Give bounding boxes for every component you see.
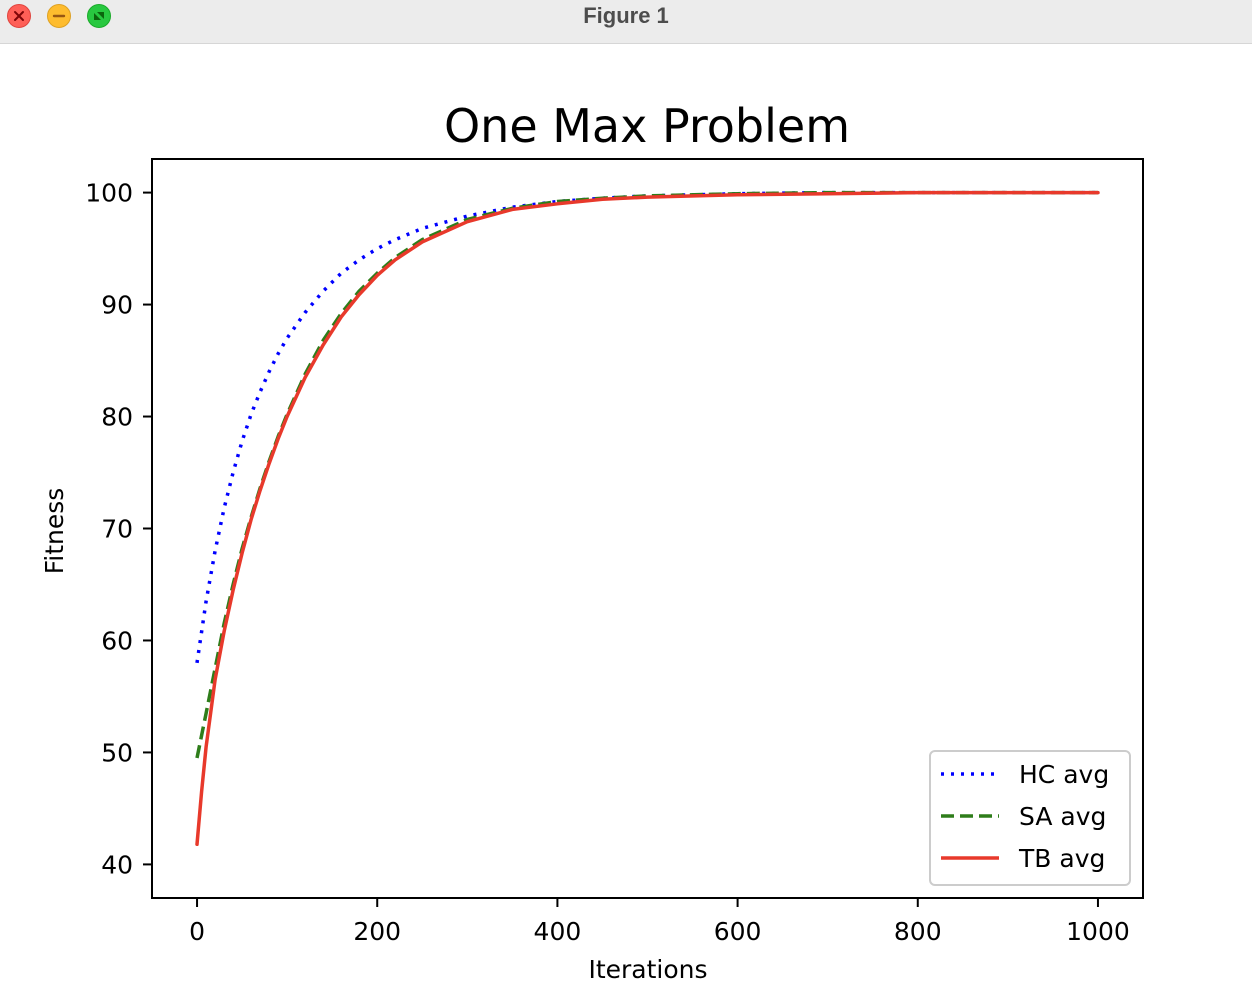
figure-canvas: One Max Problem 0 200 400 600 800 1000 40 50 60 7… [0, 44, 1252, 1000]
y-tick-label: 100 [85, 179, 133, 208]
x-tick-label: 400 [534, 917, 582, 946]
chart-title: One Max Problem [444, 99, 850, 153]
x-tick-label: 1000 [1066, 917, 1130, 946]
legend-box [929, 750, 1131, 886]
legend-label: TB avg [1018, 844, 1105, 873]
y-tick-label: 40 [101, 850, 133, 879]
y-tick-label: 50 [101, 738, 133, 767]
x-tick-label: 200 [353, 917, 401, 946]
minimize-icon[interactable] [47, 4, 71, 28]
y-tick-label: 80 [101, 403, 133, 432]
window-title: Figure 1 [583, 3, 669, 28]
series-line-tb-avg [195, 190, 1100, 847]
ticks-layer: 0 200 400 600 800 1000 40 50 60 70 80 90 100 [85, 179, 1129, 946]
legend: HC avg SA avg TB avg [929, 750, 1131, 886]
y-tick-label: 70 [101, 515, 133, 544]
series-line-hc-avg [195, 190, 1098, 664]
x-tick-label: 800 [894, 917, 942, 946]
legend-label: SA avg [1019, 802, 1106, 831]
close-icon[interactable] [7, 4, 31, 28]
x-tick-label: 0 [189, 917, 205, 946]
window-titlebar: Figure 1 [0, 0, 1252, 44]
series-line-sa-avg [195, 190, 1098, 759]
y-tick-label: 60 [101, 626, 133, 655]
x-axis-label: Iterations [588, 955, 707, 984]
y-axis-label: Fitness [40, 488, 69, 575]
legend-label: HC avg [1019, 760, 1109, 789]
zoom-icon[interactable] [87, 4, 111, 28]
line-chart: One Max Problem 0 200 400 600 800 1000 40 50 60 7… [40, 99, 1144, 984]
legend-entries: HC avg SA avg TB avg [941, 760, 1109, 873]
y-tick-label: 90 [101, 291, 133, 320]
x-tick-label: 600 [714, 917, 762, 946]
series-layer [195, 190, 1100, 847]
